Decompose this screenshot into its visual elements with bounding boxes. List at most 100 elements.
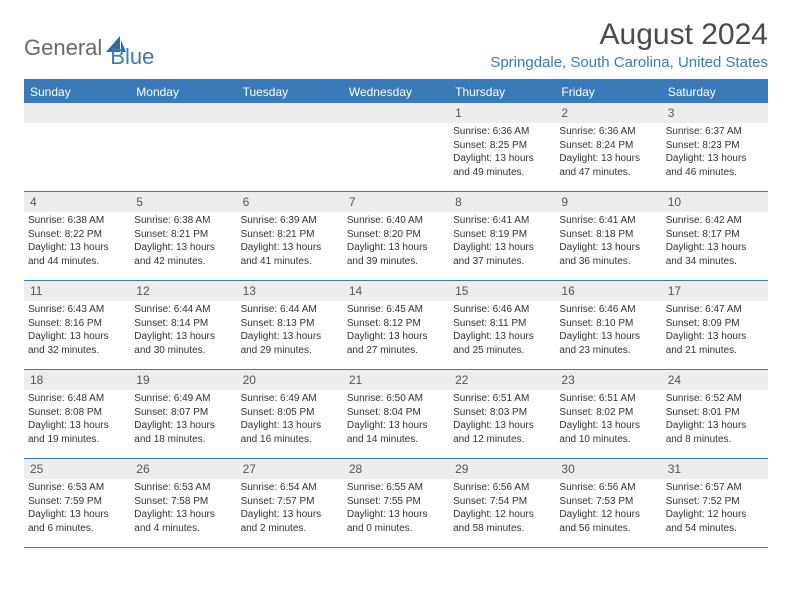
- sunrise-text: Sunrise: 6:54 AM: [241, 481, 339, 495]
- day-cell: 10Sunrise: 6:42 AMSunset: 8:17 PMDayligh…: [662, 192, 768, 280]
- week-row: 25Sunrise: 6:53 AMSunset: 7:59 PMDayligh…: [24, 459, 768, 548]
- day-number: 13: [237, 281, 343, 301]
- daylight-text: Daylight: 13 hours and 12 minutes.: [453, 419, 551, 446]
- day-number: 15: [449, 281, 555, 301]
- day-details: Sunrise: 6:43 AMSunset: 8:16 PMDaylight:…: [24, 303, 130, 361]
- sunrise-text: Sunrise: 6:46 AM: [559, 303, 657, 317]
- sunset-text: Sunset: 8:11 PM: [453, 317, 551, 331]
- day-number: 18: [24, 370, 130, 390]
- day-cell: 3Sunrise: 6:37 AMSunset: 8:23 PMDaylight…: [662, 103, 768, 191]
- day-cell: 14Sunrise: 6:45 AMSunset: 8:12 PMDayligh…: [343, 281, 449, 369]
- daylight-text: Daylight: 13 hours and 44 minutes.: [28, 241, 126, 268]
- sunrise-text: Sunrise: 6:56 AM: [453, 481, 551, 495]
- sunrise-text: Sunrise: 6:41 AM: [453, 214, 551, 228]
- day-number: 6: [237, 192, 343, 212]
- sunset-text: Sunset: 7:52 PM: [666, 495, 764, 509]
- day-details: Sunrise: 6:56 AMSunset: 7:53 PMDaylight:…: [555, 481, 661, 539]
- day-details: Sunrise: 6:44 AMSunset: 8:13 PMDaylight:…: [237, 303, 343, 361]
- day-details: Sunrise: 6:53 AMSunset: 7:59 PMDaylight:…: [24, 481, 130, 539]
- day-cell: 25Sunrise: 6:53 AMSunset: 7:59 PMDayligh…: [24, 459, 130, 547]
- sunset-text: Sunset: 8:19 PM: [453, 228, 551, 242]
- day-number: 21: [343, 370, 449, 390]
- sunrise-text: Sunrise: 6:49 AM: [134, 392, 232, 406]
- week-row: 18Sunrise: 6:48 AMSunset: 8:08 PMDayligh…: [24, 370, 768, 459]
- weekday-header: Sunday: [24, 81, 130, 103]
- day-details: Sunrise: 6:52 AMSunset: 8:01 PMDaylight:…: [662, 392, 768, 450]
- day-number: 25: [24, 459, 130, 479]
- day-number: .: [130, 103, 236, 123]
- sunrise-text: Sunrise: 6:36 AM: [559, 125, 657, 139]
- sunrise-text: Sunrise: 6:57 AM: [666, 481, 764, 495]
- daylight-text: Daylight: 13 hours and 25 minutes.: [453, 330, 551, 357]
- sunset-text: Sunset: 8:23 PM: [666, 139, 764, 153]
- sunset-text: Sunset: 7:55 PM: [347, 495, 445, 509]
- day-details: Sunrise: 6:50 AMSunset: 8:04 PMDaylight:…: [343, 392, 449, 450]
- header: General Blue August 2024 Springdale, Sou…: [24, 18, 768, 71]
- sunset-text: Sunset: 8:12 PM: [347, 317, 445, 331]
- sunset-text: Sunset: 8:05 PM: [241, 406, 339, 420]
- day-cell: 18Sunrise: 6:48 AMSunset: 8:08 PMDayligh…: [24, 370, 130, 458]
- sunrise-text: Sunrise: 6:46 AM: [453, 303, 551, 317]
- weekday-header: Tuesday: [237, 81, 343, 103]
- day-details: Sunrise: 6:36 AMSunset: 8:25 PMDaylight:…: [449, 125, 555, 183]
- sunset-text: Sunset: 8:21 PM: [241, 228, 339, 242]
- day-number: 7: [343, 192, 449, 212]
- day-cell: 19Sunrise: 6:49 AMSunset: 8:07 PMDayligh…: [130, 370, 236, 458]
- sunrise-text: Sunrise: 6:36 AM: [453, 125, 551, 139]
- daylight-text: Daylight: 13 hours and 10 minutes.: [559, 419, 657, 446]
- daylight-text: Daylight: 13 hours and 14 minutes.: [347, 419, 445, 446]
- daylight-text: Daylight: 13 hours and 6 minutes.: [28, 508, 126, 535]
- day-cell: 9Sunrise: 6:41 AMSunset: 8:18 PMDaylight…: [555, 192, 661, 280]
- sunrise-text: Sunrise: 6:52 AM: [666, 392, 764, 406]
- day-details: Sunrise: 6:49 AMSunset: 8:07 PMDaylight:…: [130, 392, 236, 450]
- sunset-text: Sunset: 7:54 PM: [453, 495, 551, 509]
- day-details: Sunrise: 6:42 AMSunset: 8:17 PMDaylight:…: [662, 214, 768, 272]
- day-cell: 5Sunrise: 6:38 AMSunset: 8:21 PMDaylight…: [130, 192, 236, 280]
- month-title: August 2024: [490, 18, 768, 52]
- day-cell: 1Sunrise: 6:36 AMSunset: 8:25 PMDaylight…: [449, 103, 555, 191]
- logo-text-general: General: [24, 35, 102, 61]
- sunset-text: Sunset: 7:57 PM: [241, 495, 339, 509]
- day-details: Sunrise: 6:56 AMSunset: 7:54 PMDaylight:…: [449, 481, 555, 539]
- day-details: Sunrise: 6:38 AMSunset: 8:21 PMDaylight:…: [130, 214, 236, 272]
- sunset-text: Sunset: 8:21 PM: [134, 228, 232, 242]
- daylight-text: Daylight: 13 hours and 27 minutes.: [347, 330, 445, 357]
- day-details: Sunrise: 6:41 AMSunset: 8:18 PMDaylight:…: [555, 214, 661, 272]
- day-cell: 27Sunrise: 6:54 AMSunset: 7:57 PMDayligh…: [237, 459, 343, 547]
- day-cell: .: [130, 103, 236, 191]
- day-number: 4: [24, 192, 130, 212]
- title-block: August 2024 Springdale, South Carolina, …: [490, 18, 768, 71]
- day-number: 22: [449, 370, 555, 390]
- sunset-text: Sunset: 8:01 PM: [666, 406, 764, 420]
- day-number: .: [343, 103, 449, 123]
- calendar-grid: Sunday Monday Tuesday Wednesday Thursday…: [24, 79, 768, 548]
- day-details: Sunrise: 6:46 AMSunset: 8:11 PMDaylight:…: [449, 303, 555, 361]
- sunrise-text: Sunrise: 6:38 AM: [28, 214, 126, 228]
- day-cell: .: [24, 103, 130, 191]
- sunrise-text: Sunrise: 6:38 AM: [134, 214, 232, 228]
- sunrise-text: Sunrise: 6:53 AM: [28, 481, 126, 495]
- day-details: Sunrise: 6:39 AMSunset: 8:21 PMDaylight:…: [237, 214, 343, 272]
- daylight-text: Daylight: 13 hours and 19 minutes.: [28, 419, 126, 446]
- sunset-text: Sunset: 8:13 PM: [241, 317, 339, 331]
- sunrise-text: Sunrise: 6:49 AM: [241, 392, 339, 406]
- daylight-text: Daylight: 13 hours and 8 minutes.: [666, 419, 764, 446]
- daylight-text: Daylight: 13 hours and 18 minutes.: [134, 419, 232, 446]
- day-number: 14: [343, 281, 449, 301]
- sunrise-text: Sunrise: 6:50 AM: [347, 392, 445, 406]
- sunrise-text: Sunrise: 6:40 AM: [347, 214, 445, 228]
- week-row: ....1Sunrise: 6:36 AMSunset: 8:25 PMDayl…: [24, 103, 768, 192]
- day-details: Sunrise: 6:38 AMSunset: 8:22 PMDaylight:…: [24, 214, 130, 272]
- day-cell: 2Sunrise: 6:36 AMSunset: 8:24 PMDaylight…: [555, 103, 661, 191]
- day-number: 31: [662, 459, 768, 479]
- day-number: 17: [662, 281, 768, 301]
- daylight-text: Daylight: 13 hours and 0 minutes.: [347, 508, 445, 535]
- daylight-text: Daylight: 13 hours and 42 minutes.: [134, 241, 232, 268]
- day-cell: 17Sunrise: 6:47 AMSunset: 8:09 PMDayligh…: [662, 281, 768, 369]
- day-cell: 11Sunrise: 6:43 AMSunset: 8:16 PMDayligh…: [24, 281, 130, 369]
- day-cell: 12Sunrise: 6:44 AMSunset: 8:14 PMDayligh…: [130, 281, 236, 369]
- day-cell: .: [343, 103, 449, 191]
- day-number: 10: [662, 192, 768, 212]
- day-cell: 6Sunrise: 6:39 AMSunset: 8:21 PMDaylight…: [237, 192, 343, 280]
- sunrise-text: Sunrise: 6:39 AM: [241, 214, 339, 228]
